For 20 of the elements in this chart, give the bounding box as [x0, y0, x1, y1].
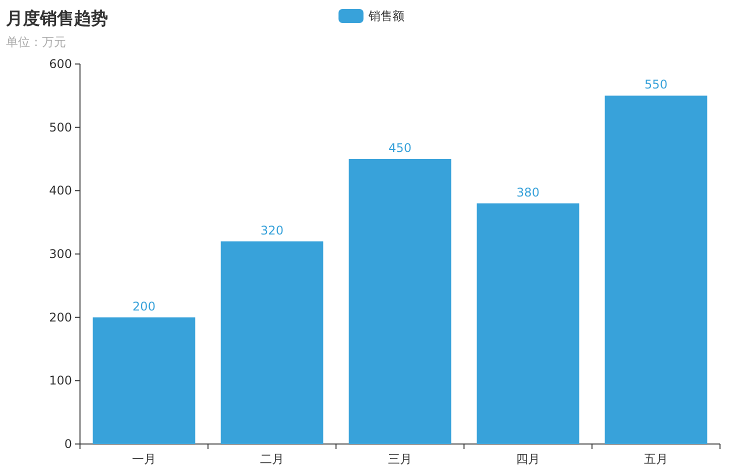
y-tick-label: 600: [49, 57, 72, 71]
x-tick-label: 一月: [132, 452, 156, 466]
y-tick-label: 100: [49, 374, 72, 388]
data-label: 200: [132, 299, 156, 314]
x-tick-label: 五月: [644, 452, 668, 466]
x-tick-label: 二月: [260, 452, 284, 466]
legend-label: 销售额: [368, 9, 404, 23]
chart-subtitle: 单位：万元: [6, 35, 66, 49]
y-tick-label: 500: [49, 120, 72, 134]
x-tick-label: 三月: [388, 452, 412, 466]
y-tick-label: 0: [64, 437, 72, 451]
data-label: 320: [260, 223, 284, 238]
data-label: 550: [644, 78, 668, 92]
y-tick-label: 400: [49, 184, 72, 198]
y-tick-label: 200: [49, 310, 72, 324]
data-label: 380: [516, 185, 540, 200]
chart-title: 月度销售趋势: [5, 9, 108, 29]
y-tick-label: 300: [49, 247, 72, 261]
data-label: 450: [388, 141, 412, 155]
x-tick-label: 四月: [516, 452, 540, 466]
